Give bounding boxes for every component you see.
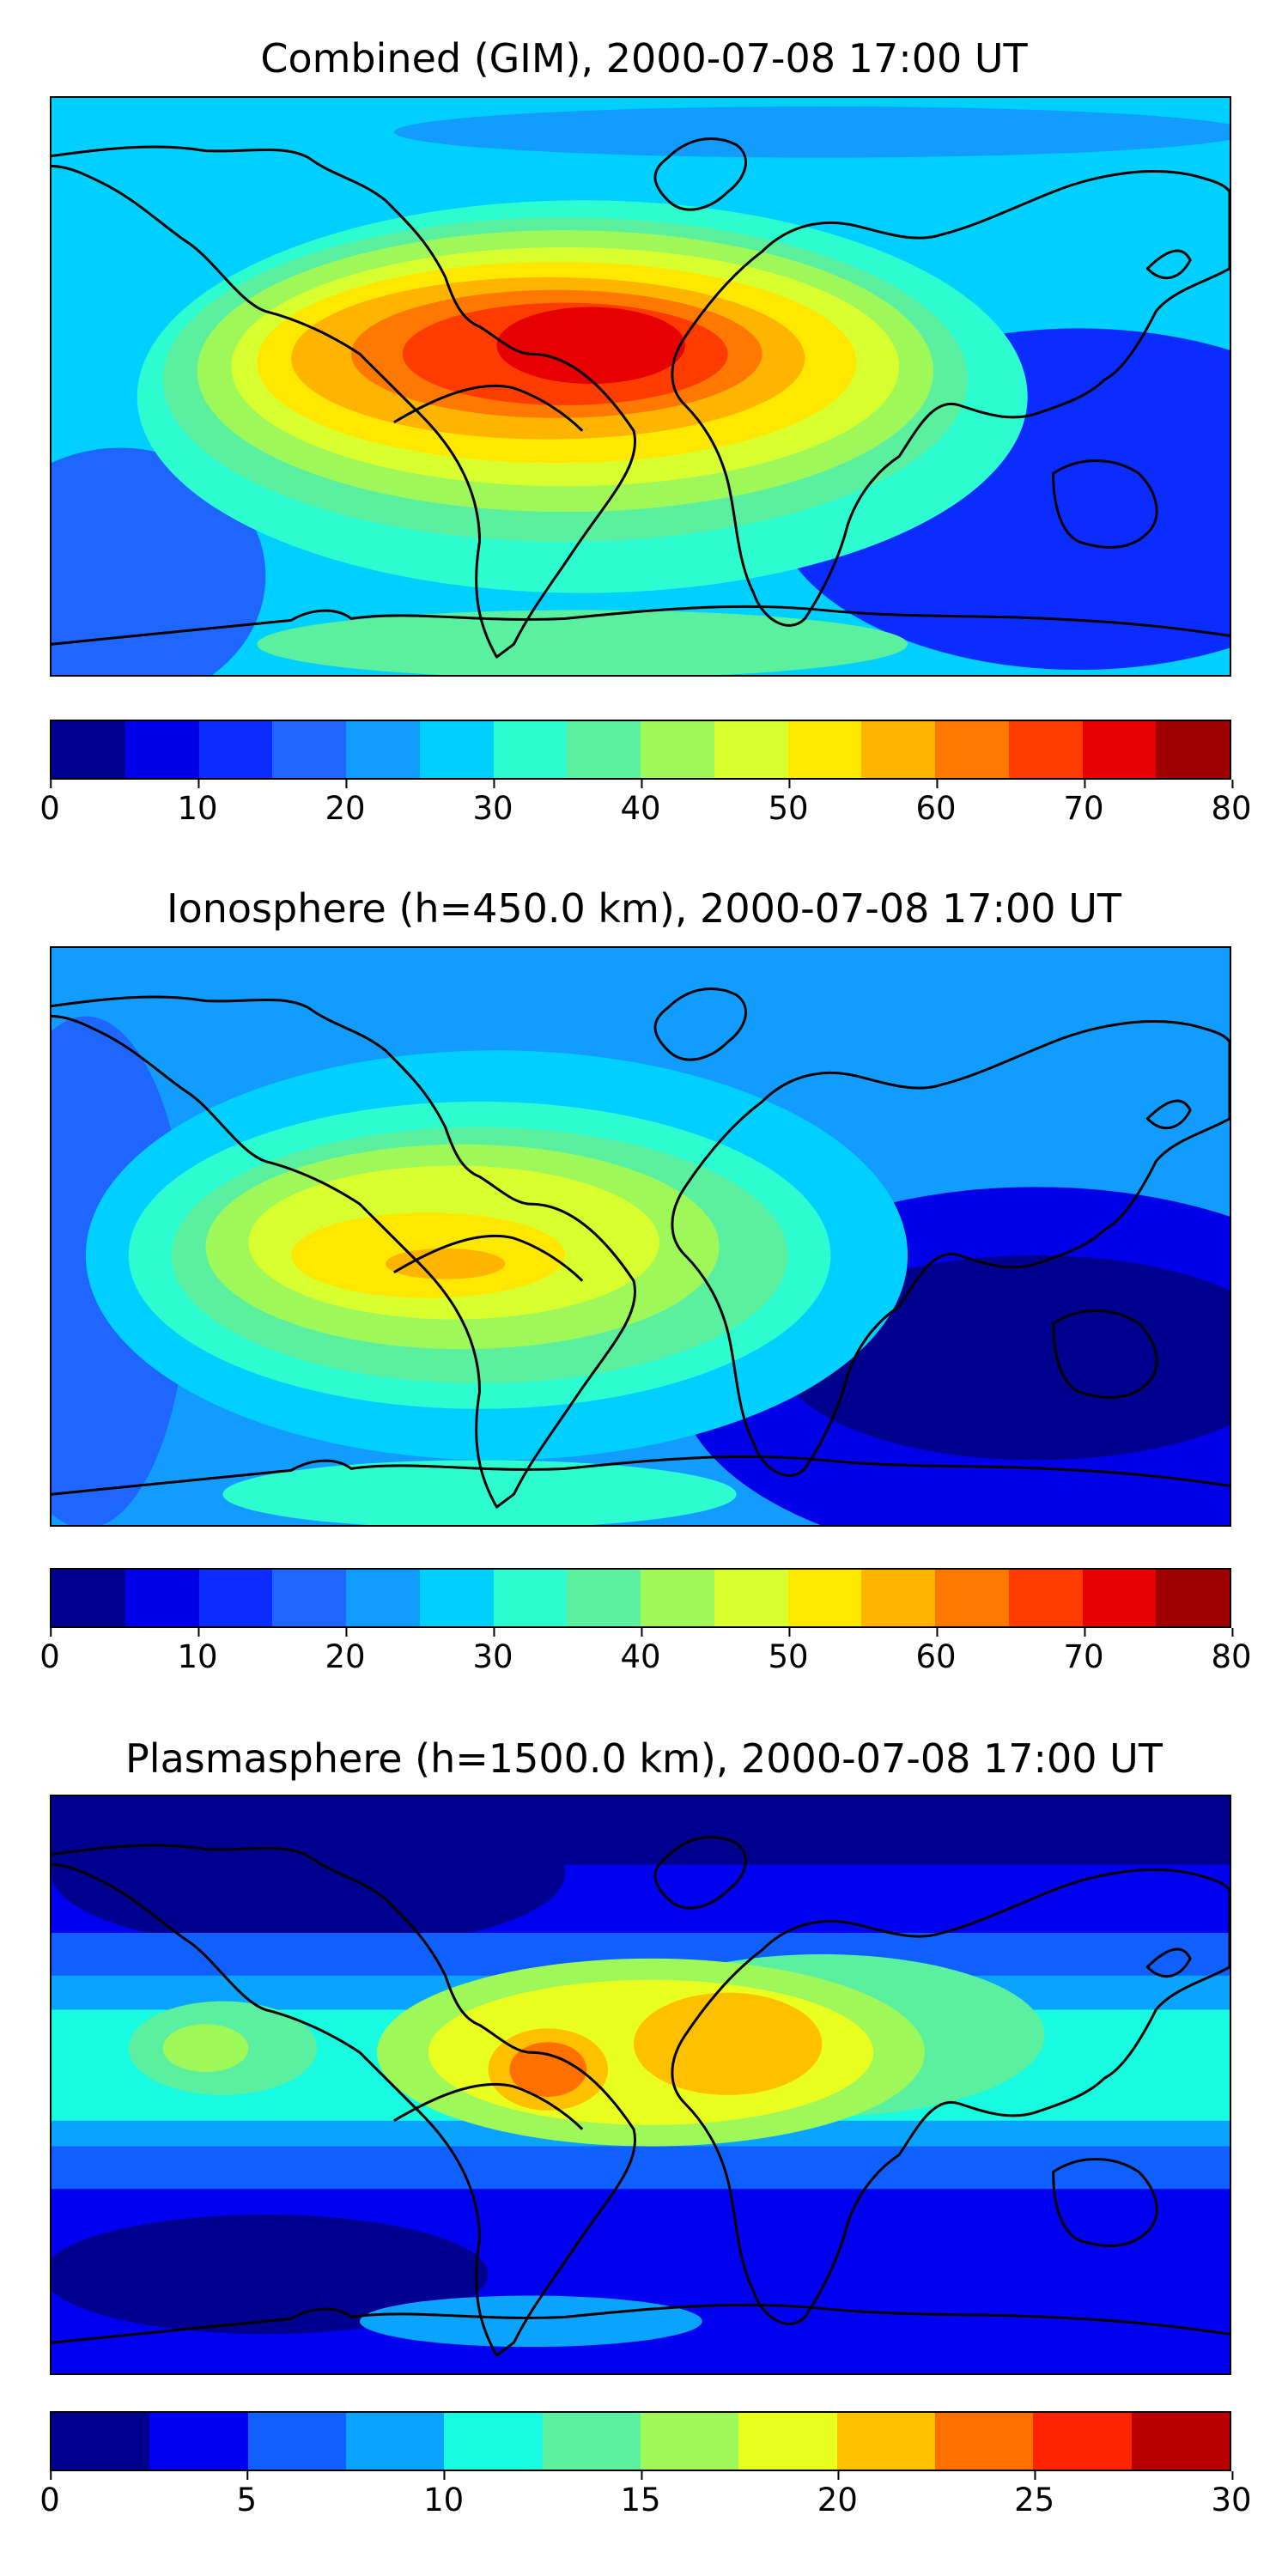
coastlines — [52, 137, 1230, 659]
colorbar-segment — [1131, 2413, 1230, 2470]
colorbar-tick-label: 30 — [472, 1628, 513, 1675]
colorbar-tick-label: 50 — [768, 1628, 809, 1675]
colorbar-tick-label: 0 — [39, 2471, 60, 2518]
contour-field — [52, 948, 1230, 1525]
panel-title: Ionosphere (h=450.0 km), 2000-07-08 17:0… — [167, 885, 1121, 932]
colorbar-segment — [149, 2413, 248, 2470]
colorbar-ticks: 0 10 20 30 40 50 60 70 80 — [39, 1628, 1252, 1690]
colorbar-ticks: 0 10 20 30 40 50 60 70 80 — [39, 780, 1252, 841]
colorbar-tick-label: 30 — [1211, 2471, 1252, 2518]
colorbar-segment — [247, 2413, 346, 2470]
colorbar-segment — [125, 721, 199, 778]
contour-field — [52, 1796, 1230, 2373]
colorbar-segment — [493, 721, 568, 778]
colorbar-tick-label: 10 — [177, 780, 218, 827]
colorbar-segment — [346, 721, 420, 778]
panel-title: Combined (GIM), 2000-07-08 17:00 UT — [260, 35, 1028, 82]
colorbar-tick-label: 40 — [620, 780, 661, 827]
panel-title: Plasmasphere (h=1500.0 km), 2000-07-08 1… — [125, 1735, 1163, 1782]
colorbar-segment — [787, 1570, 862, 1626]
colorbar-tick-label: 70 — [1063, 1628, 1104, 1675]
colorbar-tick-label: 40 — [620, 1628, 661, 1675]
colorbar-segment — [272, 1570, 346, 1626]
colorbar-tick-label: 80 — [1211, 1628, 1252, 1675]
colorbar-segment — [641, 1570, 714, 1626]
colorbar-segment — [52, 1570, 125, 1626]
colorbar-segment — [567, 721, 641, 778]
colorbar-segment — [640, 2413, 739, 2470]
colorbar-tick-label: 80 — [1211, 780, 1252, 827]
colorbar-segment — [1156, 1570, 1230, 1626]
colorbar-tick-label: 20 — [325, 1628, 366, 1675]
colorbar-segment — [787, 721, 862, 778]
colorbar-segment — [567, 1570, 641, 1626]
colorbar-segment — [419, 1570, 494, 1626]
colorbar-segment — [542, 2413, 641, 2470]
colorbar — [50, 2411, 1231, 2471]
colorbar-segment — [714, 721, 788, 778]
colorbar-segment — [934, 2413, 1034, 2470]
coastlines — [52, 987, 1230, 1509]
colorbar-tick-label: 10 — [177, 1628, 218, 1675]
colorbar-segment — [345, 2413, 445, 2470]
colorbar-segment — [641, 721, 714, 778]
colorbar-segment — [836, 2413, 935, 2470]
colorbar-segment — [935, 1570, 1009, 1626]
colorbar-tick-label: 20 — [817, 2471, 858, 2518]
map-plot — [50, 96, 1231, 677]
colorbar-tick-label: 10 — [423, 2471, 465, 2518]
colorbar-segment — [1082, 1570, 1157, 1626]
contour-field — [52, 98, 1230, 675]
colorbar-segment — [1156, 721, 1230, 778]
colorbar-segment — [1033, 2413, 1132, 2470]
colorbar-tick-label: 30 — [472, 780, 513, 827]
colorbar-segment — [738, 2413, 837, 2470]
colorbar-tick-label: 60 — [915, 780, 957, 827]
colorbar-ticks: 0 5 10 15 20 25 30 — [39, 2471, 1252, 2533]
colorbar-tick-label: 50 — [768, 780, 809, 827]
colorbar-tick-label: 15 — [620, 2471, 661, 2518]
colorbar-segment — [861, 1570, 935, 1626]
colorbar-segment — [198, 1570, 273, 1626]
colorbar-segment — [935, 721, 1009, 778]
colorbar — [50, 720, 1231, 780]
colorbar-tick-label: 0 — [39, 1628, 60, 1675]
colorbar-segment — [444, 2413, 543, 2470]
colorbar-tick-label: 5 — [236, 2471, 258, 2518]
colorbar-tick-label: 0 — [39, 780, 60, 827]
colorbar — [50, 1568, 1231, 1628]
colorbar-tick-label: 70 — [1063, 780, 1104, 827]
colorbar-segment — [861, 721, 935, 778]
colorbar-segment — [714, 1570, 788, 1626]
colorbar-segment — [1082, 721, 1157, 778]
colorbar-tick-label: 60 — [915, 1628, 957, 1675]
colorbar-segment — [419, 721, 494, 778]
map-plot — [50, 946, 1231, 1527]
colorbar-segment — [52, 2413, 150, 2470]
colorbar-tick-label: 20 — [325, 780, 366, 827]
coastlines — [52, 1836, 1230, 2357]
map-plot — [50, 1795, 1231, 2375]
colorbar-segment — [1008, 1570, 1083, 1626]
colorbar-segment — [1008, 721, 1083, 778]
colorbar-segment — [272, 721, 346, 778]
colorbar-segment — [346, 1570, 420, 1626]
colorbar-tick-label: 25 — [1014, 2471, 1055, 2518]
colorbar-segment — [493, 1570, 568, 1626]
colorbar-segment — [198, 721, 273, 778]
colorbar-segment — [125, 1570, 199, 1626]
colorbar-segment — [52, 721, 125, 778]
